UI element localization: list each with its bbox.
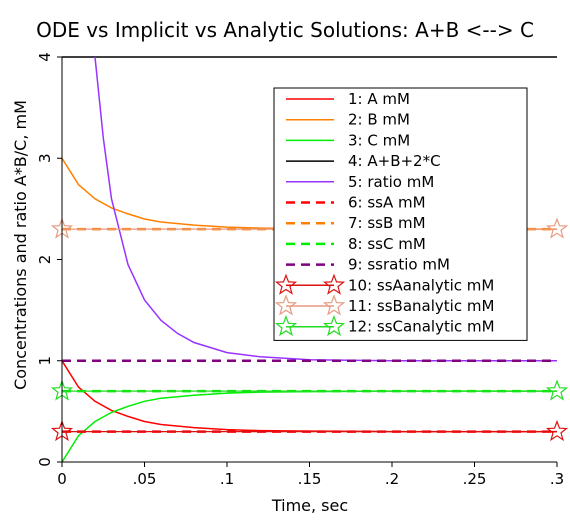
chart-title: ODE vs Implicit vs Analytic Solutions: A… [36,18,534,42]
legend-label: 5: ratio mM [348,173,434,191]
legend-label: 7: ssB mM [348,214,426,232]
series-line-1 [62,360,557,433]
legend-label: 3: C mM [348,131,410,149]
y-tick-label: 0 [36,457,54,467]
legend-label: 12: ssCanalytic mM [348,318,495,336]
legend-label: 1: A mM [348,90,410,108]
y-axis-label: Concentrations and ratio A*B/C, mM [11,100,30,390]
series-marker-12 [545,379,569,401]
y-tick-label: 3 [36,153,54,163]
series-group [62,56,557,462]
legend-label: 11: ssBanalytic mM [348,297,494,315]
y-tick-label: 1 [36,356,54,366]
legend-marker [274,294,298,316]
axes: 0 .05 .1 .15 .2 .25 .3 0 1 2 3 4 [36,52,564,488]
series-marker-11 [545,217,569,239]
legend-marker [322,315,346,337]
y-tick-label: 4 [36,52,54,62]
legend-box [273,87,528,341]
series-line-3 [62,390,557,462]
legend-label: 10: ssAanalytic mM [348,276,494,294]
x-tick-label: .3 [550,470,564,488]
x-tick-label: .1 [220,470,234,488]
series-marker-10 [545,419,569,442]
legend-label: 6: ssA mM [348,194,426,212]
legend-marker [322,273,346,295]
legend-marker [274,273,298,295]
x-axis-label: Time, sec [271,496,348,515]
y-tick-label: 2 [36,255,54,265]
legend-label: 4: A+B+2*C [348,152,441,170]
legend-label: 2: B mM [348,111,410,129]
x-tick-label: .25 [463,470,487,488]
legend: 1: A mM 2: B mM 3: C mM 4: A+B+2*C 5: ratio … [273,87,528,341]
x-tick-label: .2 [385,470,399,488]
x-tick-label: .15 [298,470,322,488]
legend-label: 9: ssratio mM [348,256,450,274]
x-tick-label: 0 [57,470,67,488]
x-tick-label: .05 [133,470,157,488]
legend-marker [274,315,298,337]
legend-label: 8: ssC mM [348,235,426,253]
legend-marker [322,294,346,316]
